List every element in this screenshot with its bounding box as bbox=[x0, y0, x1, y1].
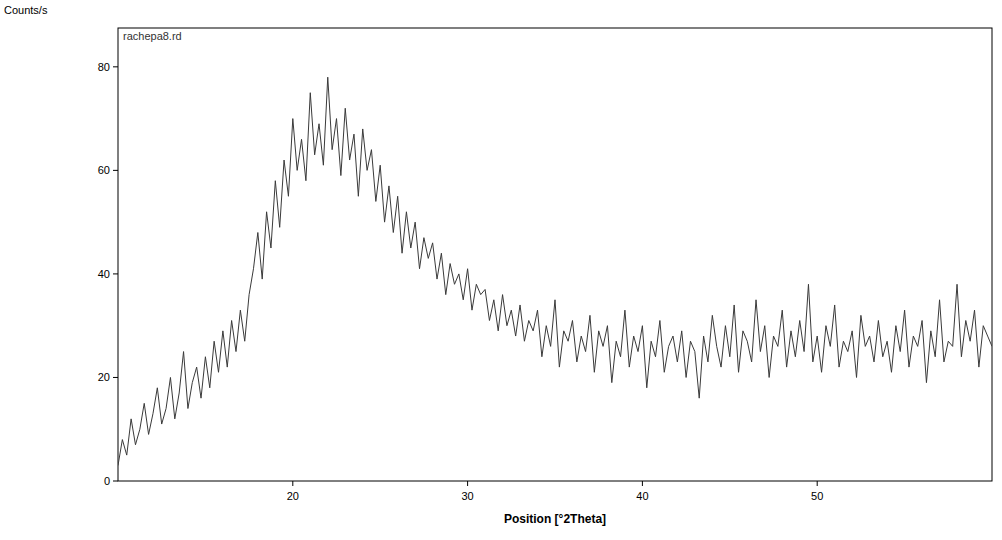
chart: 0 20 40 60 80 20 30 40 50 rachepa8.rd Counts/s Posi… bbox=[0, 0, 1002, 540]
y-tick-label: 20 bbox=[98, 371, 110, 383]
y-tick bbox=[113, 377, 118, 378]
x-tick-label: 40 bbox=[636, 490, 648, 502]
x-tick bbox=[292, 481, 293, 486]
y-tick-label: 60 bbox=[98, 164, 110, 176]
x-tick bbox=[642, 481, 643, 486]
y-tick-label: 40 bbox=[98, 268, 110, 280]
x-tick-label: 50 bbox=[811, 490, 823, 502]
x-axis-title: Position [°2Theta] bbox=[504, 512, 606, 526]
y-tick bbox=[113, 66, 118, 67]
y-axis-title: Counts/s bbox=[4, 4, 48, 16]
pattern-line bbox=[118, 77, 992, 465]
plot-frame bbox=[118, 28, 992, 481]
series-name: rachepa8.rd bbox=[123, 30, 182, 42]
y-tick-label: 0 bbox=[104, 475, 110, 487]
x-tick bbox=[467, 481, 468, 486]
y-tick-label: 80 bbox=[98, 61, 110, 73]
x-tick-label: 20 bbox=[287, 490, 299, 502]
y-tick bbox=[113, 481, 118, 482]
x-tick bbox=[817, 481, 818, 486]
y-tick bbox=[113, 170, 118, 171]
x-tick-label: 30 bbox=[461, 490, 473, 502]
plot-area bbox=[118, 77, 992, 465]
y-tick bbox=[113, 273, 118, 274]
